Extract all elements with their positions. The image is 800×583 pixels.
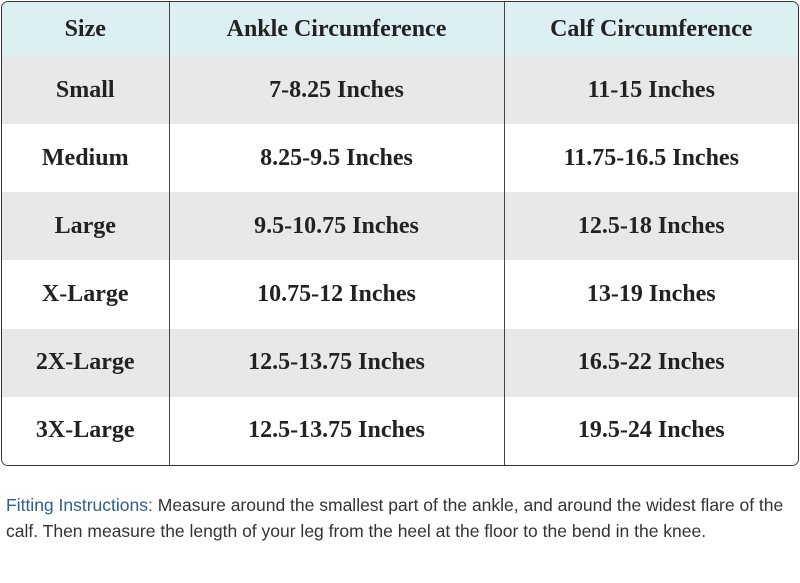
table-cell: 13-19 Inches xyxy=(503,260,798,329)
header-row: Size Ankle Circumference Calf Circumferenc… xyxy=(2,2,798,56)
table-cell: 16.5-22 Inches xyxy=(503,328,798,397)
table-cell: 10.75-12 Inches xyxy=(168,260,504,329)
table-cell: Small xyxy=(2,56,169,125)
table-cell: 8.25-9.5 Inches xyxy=(168,124,504,193)
table-row: Small 7-8.25 Inches 11-15 Inches xyxy=(2,56,798,125)
table-row: Large 9.5-10.75 Inches 12.5-18 Inches xyxy=(2,192,798,261)
table-cell: 2X-Large xyxy=(2,328,169,397)
table-body: Small 7-8.25 Inches 11-15 Inches Medium 8.25… xyxy=(2,56,798,465)
header-cell: Ankle Circumference xyxy=(168,2,504,56)
table-cell: 12.5-18 Inches xyxy=(503,192,798,261)
header-cell: Size xyxy=(2,2,169,56)
table-cell: X-Large xyxy=(2,260,169,329)
table-row: Medium 8.25-9.5 Inches 11.75-16.5 Inches xyxy=(2,124,798,193)
header-cell: Calf Circumference xyxy=(503,2,798,56)
table-cell: 3X-Large xyxy=(2,396,169,465)
table-row: 2X-Large 12.5-13.75 Inches 16.5-22 Inches xyxy=(2,328,798,397)
table-cell: 12.5-13.75 Inches xyxy=(168,328,504,397)
table-cell: 19.5-24 Inches xyxy=(503,396,798,465)
table-cell: Medium xyxy=(2,124,169,193)
table-row: X-Large 10.75-12 Inches 13-19 Inches xyxy=(2,260,798,329)
size-table-frame: Size Ankle Circumference Calf Circumferenc… xyxy=(1,1,799,466)
table-cell: 11.75-16.5 Inches xyxy=(503,124,798,193)
table-cell: Large xyxy=(2,192,169,261)
table-row: 3X-Large 12.5-13.75 Inches 19.5-24 Inches xyxy=(2,396,798,465)
table-cell: 9.5-10.75 Inches xyxy=(168,192,504,261)
size-table: Size Ankle Circumference Calf Circumferenc… xyxy=(2,2,798,465)
table-cell: 12.5-13.75 Inches xyxy=(168,396,504,465)
table-cell: 7-8.25 Inches xyxy=(168,56,504,125)
fitting-instructions: Fitting Instructions: Measure around the… xyxy=(6,492,796,544)
table-cell: 11-15 Inches xyxy=(503,56,798,125)
instructions-label: Fitting Instructions: xyxy=(6,495,153,515)
instructions-text: Measure around the smallest part of the … xyxy=(6,495,784,541)
